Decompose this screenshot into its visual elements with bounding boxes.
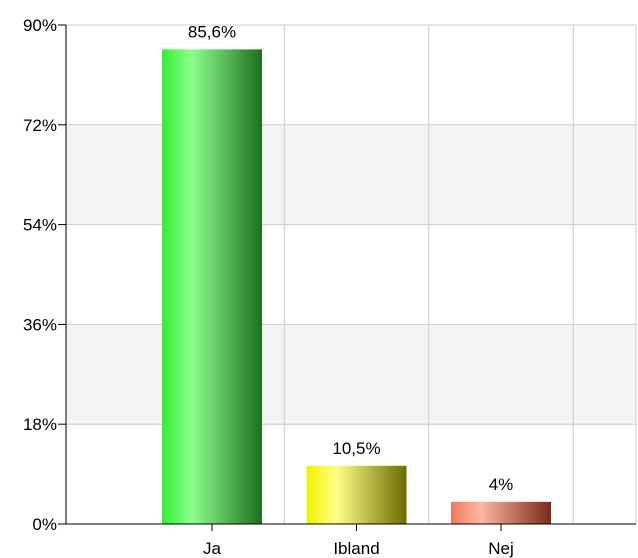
x-category-label: Ja (203, 539, 222, 558)
y-tick-label: 36% (23, 315, 57, 334)
data-label: 85,6% (188, 22, 236, 41)
bar-ibland (306, 465, 407, 524)
gridlines (66, 24, 637, 525)
y-tick-label: 18% (23, 415, 57, 434)
y-tick-label: 90% (23, 16, 57, 35)
background-bands (66, 124, 636, 425)
axes (58, 24, 636, 531)
y-tick-label: 0% (32, 515, 57, 534)
background-band (66, 124, 636, 225)
bar-ja (162, 49, 262, 524)
y-tick-label: 72% (23, 116, 57, 135)
bars (162, 49, 551, 524)
data-label: 10,5% (332, 439, 380, 458)
x-category-label: Ibland (333, 539, 379, 558)
background-band (66, 324, 636, 425)
y-tick-label: 54% (23, 216, 57, 235)
data-label: 4% (489, 475, 514, 494)
labels: 0% 18% 36% 54% 72% 90% 85,6% Ja 10,5% Ibland 4% Nej (23, 16, 514, 558)
bar-nej (451, 501, 551, 524)
x-category-label: Nej (488, 539, 514, 558)
